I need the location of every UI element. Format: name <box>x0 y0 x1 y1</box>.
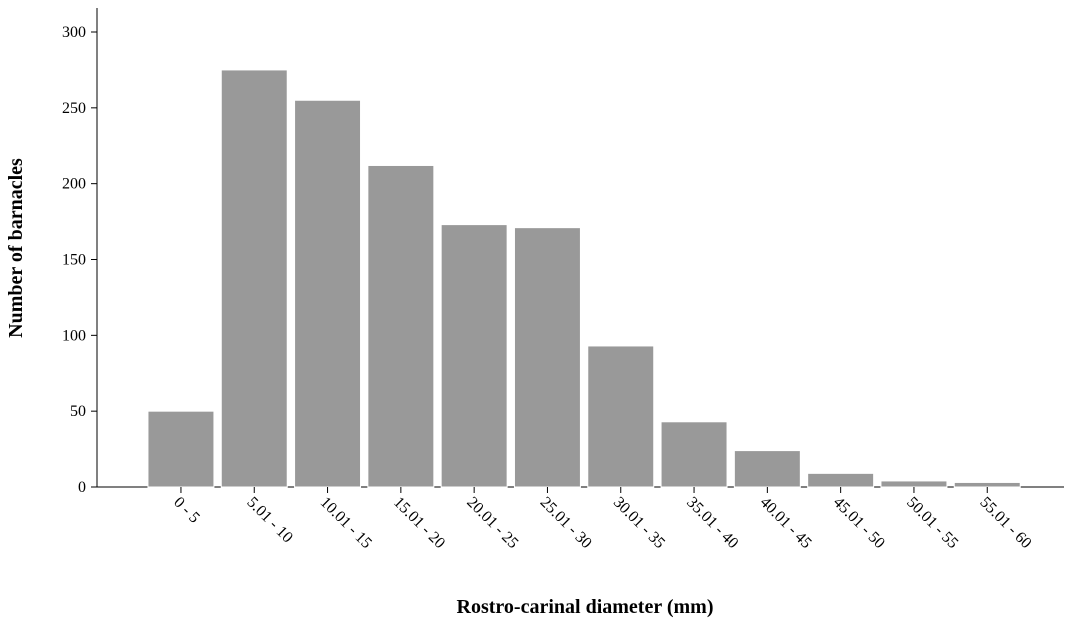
x-tick-label: 40.01 - 45 <box>757 494 815 552</box>
y-tick-label: 50 <box>70 403 86 420</box>
x-tick-label: 45.01 - 50 <box>830 494 888 552</box>
bar <box>440 224 508 488</box>
x-tick-label: 50.01 - 55 <box>903 494 961 552</box>
y-axis-title: Number of barnacles <box>5 158 27 338</box>
x-axis-title: Rostro-carinal diameter (mm) <box>457 596 714 618</box>
bar <box>367 164 435 488</box>
bar <box>807 472 875 488</box>
bar <box>513 227 581 488</box>
bar <box>294 99 362 488</box>
x-tick-label: 35.01 - 40 <box>683 494 741 552</box>
bar <box>660 421 728 488</box>
y-tick-label: 100 <box>62 327 86 344</box>
y-tick-label: 250 <box>62 100 86 117</box>
x-tick-label: 15.01 - 20 <box>390 494 448 552</box>
x-tick-label: 10.01 - 15 <box>317 494 375 552</box>
bar <box>147 410 215 488</box>
y-tick-label: 300 <box>62 24 86 41</box>
bar <box>953 481 1021 488</box>
y-tick-label: 0 <box>78 479 86 496</box>
x-tick-label: 20.01 - 25 <box>463 494 521 552</box>
bar <box>587 345 655 488</box>
x-tick-label: 30.01 - 35 <box>610 494 668 552</box>
x-tick-label: 0 - 5 <box>170 494 203 527</box>
x-tick-label: 55.01 - 60 <box>976 494 1034 552</box>
y-tick-label: 200 <box>62 176 86 193</box>
x-tick-label: 5.01 - 10 <box>243 494 296 547</box>
bar <box>880 480 948 488</box>
x-tick-label: 25.01 - 30 <box>537 494 595 552</box>
bar <box>220 69 288 488</box>
bar <box>733 450 801 488</box>
y-tick-label: 150 <box>62 252 86 269</box>
